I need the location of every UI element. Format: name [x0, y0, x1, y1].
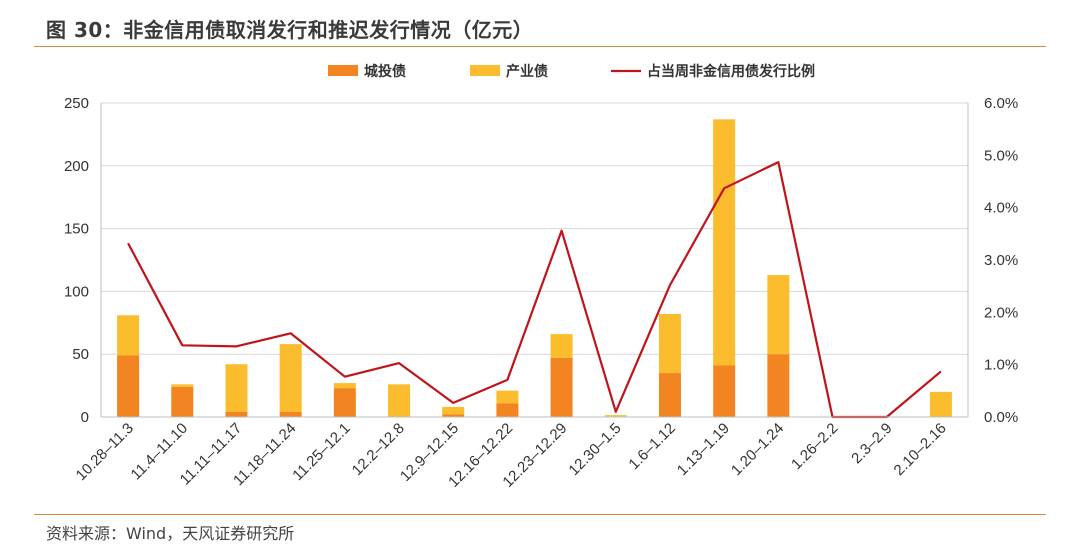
x-tick-label: 11.25–12.1 [289, 420, 353, 484]
bar-chanye [117, 315, 140, 356]
gridlines [101, 102, 968, 355]
legend-chanye-swatch [470, 65, 500, 76]
y-left-tick-label: 250 [64, 95, 89, 112]
bar-chengtou [496, 403, 519, 417]
y-right-tick-label: 0.0% [984, 409, 1018, 426]
legend-chengtou-swatch [328, 65, 358, 76]
bar-chanye [929, 391, 952, 417]
legend: 城投债 产业债 占当周非金信用债发行比例 [328, 63, 815, 80]
bar-chanye [171, 384, 194, 387]
bar-chanye [658, 314, 681, 374]
bar-chengtou [171, 386, 194, 417]
bar-chanye [225, 364, 248, 412]
legend-chanye-label: 产业债 [506, 63, 548, 80]
bar-chengtou [442, 414, 465, 417]
chart-title: 图 30：非金信用债取消发行和推迟发行情况（亿元） [46, 18, 534, 42]
source-note: 资料来源：Wind，天风证券研究所 [46, 524, 295, 543]
footer-rule [34, 514, 1046, 515]
bar-chanye [388, 384, 411, 417]
bar-chengtou [279, 411, 302, 417]
ratio-line-series [127, 161, 942, 419]
axes: 0 50 100 150 200 250 0.0% 1.0% 2.0% 3.0% 4.0% 5.0% 6… [64, 95, 1018, 491]
legend-chengtou-label: 城投债 [364, 63, 406, 80]
bar-chengtou [117, 355, 140, 417]
y-right-tick-label: 4.0% [984, 200, 1018, 217]
x-tick-label: 1.20–1.24 [728, 420, 787, 479]
y-left-tick-label: 150 [64, 221, 89, 238]
bar-chengtou [225, 411, 248, 417]
bar-chanye [713, 119, 736, 366]
y-right-tick-label: 2.0% [984, 304, 1018, 321]
x-tick-label: 1.6–1.12 [625, 420, 678, 473]
y-left-tick-label: 0 [81, 409, 89, 426]
x-tick-label: 1.26–2.2 [788, 420, 841, 473]
bar-chengtou [550, 357, 573, 417]
y-right-tick-label: 6.0% [984, 95, 1018, 112]
bar-series [117, 119, 952, 417]
bar-chanye [604, 415, 627, 417]
y-right-tick-label: 5.0% [984, 147, 1018, 164]
bar-chanye [496, 390, 519, 404]
bar-chanye [550, 334, 573, 358]
y-left-tick-label: 100 [64, 283, 89, 300]
x-tick-label: 2.10–2.16 [891, 420, 950, 479]
bar-chengtou [713, 365, 736, 417]
y-left-tick-label: 200 [64, 158, 89, 175]
bar-chanye [767, 275, 790, 355]
y-left-tick-label: 50 [72, 346, 89, 363]
header-rule [34, 46, 1046, 47]
bar-chengtou [333, 388, 356, 417]
bar-chanye [279, 344, 302, 412]
bar-chengtou [658, 373, 681, 417]
x-tick-label: 2.3–2.9 [848, 420, 895, 467]
x-tick-label: 10.28–11.3 [73, 420, 137, 484]
ratio-line [127, 161, 942, 419]
y-right-tick-label: 1.0% [984, 357, 1018, 374]
x-tick-label: 12.30–1.5 [565, 420, 624, 479]
bar-chanye [442, 406, 465, 415]
chart-svg: 0 50 100 150 200 250 0.0% 1.0% 2.0% 3.0% 4.0% 5.0% 6… [64, 63, 1018, 491]
bar-chanye [333, 383, 356, 389]
x-tick-label: 1.13–1.19 [674, 420, 733, 479]
legend-ratio-label: 占当周非金信用债发行比例 [647, 63, 815, 80]
y-right-tick-label: 3.0% [984, 252, 1018, 269]
bar-chengtou [767, 354, 790, 417]
